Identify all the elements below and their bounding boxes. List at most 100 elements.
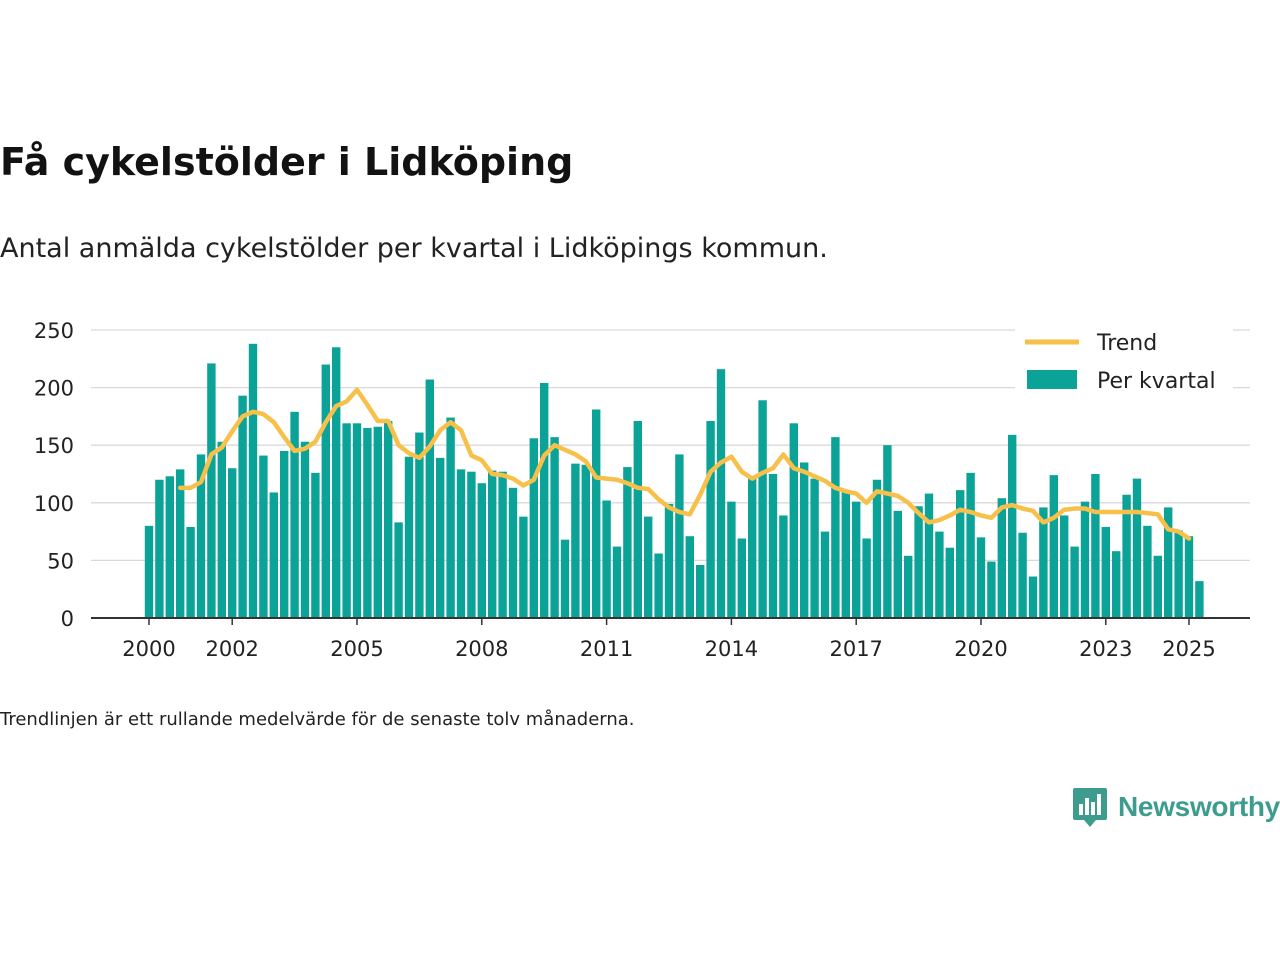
- bar: [144, 525, 154, 618]
- bar: [311, 472, 320, 618]
- y-tick-label: 250: [34, 319, 74, 343]
- bar-chart: 0 50 100 150 200 250 2000 2002 2005 2008 2011 2014 2…: [34, 319, 1250, 661]
- bar: [633, 421, 642, 618]
- bar: [477, 483, 486, 618]
- bar: [956, 490, 965, 618]
- bar: [1143, 525, 1152, 618]
- bar: [758, 400, 767, 618]
- bar: [571, 463, 580, 618]
- x-tick-label: 2011: [580, 637, 633, 661]
- footnote: Trendlinjen är ett rullande medelvärde f…: [0, 709, 635, 730]
- bar: [768, 474, 778, 618]
- bar: [217, 441, 226, 618]
- bar: [498, 471, 507, 618]
- bar: [373, 426, 382, 618]
- bar: [550, 437, 559, 618]
- bar: [342, 423, 351, 618]
- y-tick-label: 50: [47, 549, 74, 573]
- x-tick-label: 2002: [205, 637, 258, 661]
- bar: [1184, 536, 1194, 618]
- bar: [529, 438, 538, 618]
- x-tick-label: 2014: [705, 637, 758, 661]
- y-tick-label: 200: [34, 377, 74, 401]
- x-tick-label: 2005: [330, 637, 383, 661]
- y-tick-label: 0: [61, 607, 74, 631]
- y-tick-label: 100: [34, 492, 74, 516]
- bar: [945, 547, 954, 618]
- bar: [696, 565, 705, 618]
- brand-name: Newsworthy: [1118, 791, 1280, 822]
- x-tick-label: 2020: [954, 637, 1007, 661]
- newsworthy-logo: Newsworthy: [1072, 786, 1280, 828]
- bar: [612, 546, 622, 618]
- bar: [789, 423, 798, 618]
- bar: [841, 491, 850, 618]
- bar: [1070, 546, 1079, 618]
- axes: 0 50 100 150 200 250 2000 2002 2005 2008 2011 2014 2…: [34, 319, 1250, 661]
- bar: [1028, 576, 1038, 618]
- bar: [1091, 474, 1100, 618]
- bar: [1080, 501, 1090, 618]
- legend-background: [1015, 324, 1233, 410]
- bar: [1132, 478, 1142, 618]
- bar: [196, 454, 206, 618]
- bar: [456, 469, 466, 618]
- bar: [893, 510, 902, 618]
- bar: [207, 363, 216, 618]
- bar: [321, 364, 330, 618]
- x-tick-label: 2017: [829, 637, 882, 661]
- bar: [831, 437, 840, 618]
- x-tick-label: 2000: [122, 637, 175, 661]
- bar: [155, 479, 164, 618]
- bar: [1049, 475, 1058, 618]
- bar: [914, 506, 923, 618]
- bar: [300, 441, 310, 618]
- bar: [415, 432, 424, 618]
- bar: [976, 537, 986, 618]
- bar: [935, 531, 944, 618]
- trend-line-path: [177, 387, 1192, 541]
- bar: [592, 409, 601, 618]
- bar: [332, 347, 341, 618]
- bar: [924, 493, 934, 618]
- bar: [716, 369, 726, 618]
- bar: [290, 411, 299, 618]
- bar: [176, 469, 185, 618]
- bar: [862, 538, 871, 618]
- bar: [560, 539, 570, 618]
- bar: [872, 479, 882, 618]
- bar: [1008, 434, 1017, 618]
- bar: [685, 536, 694, 618]
- bar: [228, 468, 237, 618]
- bar: [269, 492, 278, 618]
- bar: [1039, 507, 1048, 618]
- bar: [748, 478, 757, 618]
- bar: [352, 423, 362, 618]
- bar: [259, 455, 268, 618]
- bar: [1122, 494, 1131, 618]
- bar: [644, 516, 653, 618]
- bar: [436, 457, 445, 618]
- chart-subtitle: Antal anmälda cykelstölder per kvartal i…: [0, 233, 828, 264]
- bar: [384, 421, 393, 618]
- bar: [675, 454, 684, 618]
- bar: [987, 561, 996, 618]
- bar: [779, 515, 788, 618]
- bar: [488, 470, 497, 618]
- bar: [997, 498, 1006, 618]
- trend-line: [177, 387, 1192, 541]
- bar: [727, 501, 736, 618]
- bar: [446, 417, 455, 618]
- bar: [1060, 515, 1069, 618]
- chart-title: Få cykelstölder i Lidköping: [0, 140, 574, 184]
- bar: [852, 501, 861, 618]
- x-tick-label: 2023: [1079, 637, 1132, 661]
- x-tick-label: 2025: [1162, 637, 1215, 661]
- bar: [602, 500, 611, 618]
- bar: [664, 503, 674, 618]
- newsworthy-chart-icon: [1073, 788, 1107, 827]
- bar: [820, 531, 830, 618]
- bar: [966, 472, 975, 618]
- bar: [1112, 551, 1121, 618]
- legend-trend-label: Trend: [1096, 331, 1157, 356]
